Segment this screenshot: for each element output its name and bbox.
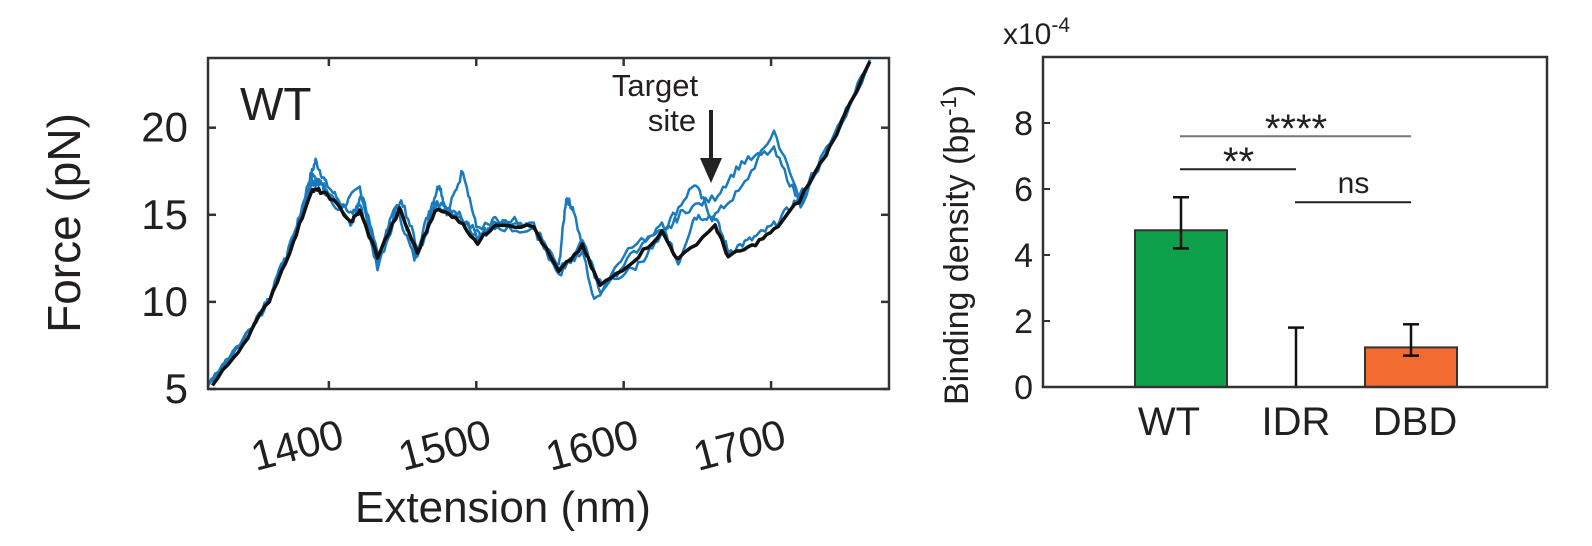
- y-tick-label: 4: [1014, 237, 1033, 275]
- series-average: [210, 60, 872, 387]
- y-tick-label: 6: [1014, 171, 1033, 209]
- panel-label: WT: [240, 78, 312, 130]
- significance-label: ns: [1338, 167, 1370, 200]
- x-tick-label: 1400: [246, 410, 348, 480]
- traces: [206, 59, 872, 387]
- bar-wt: [1134, 229, 1228, 388]
- y-tick-label: 15: [141, 191, 188, 238]
- annotation-line2: site: [648, 103, 696, 138]
- series-trace-2: [207, 59, 871, 383]
- x-axis-label: Extension (nm): [355, 483, 651, 532]
- significance-label: ****: [1265, 107, 1327, 151]
- axis-ticks: 0 2 4 6 8: [1014, 105, 1050, 407]
- plot-frame: [1041, 55, 1549, 389]
- y-axis-label: Binding density (bp-1): [936, 85, 976, 405]
- significance-label: **: [1223, 140, 1254, 184]
- bars: WT IDR DBD ****** ns: [1134, 107, 1458, 444]
- x-tick-label: 1600: [541, 410, 643, 480]
- force-extension-plot: 1400 1500 1600 1700 5 10 15 20 WT Target site E…: [38, 56, 891, 532]
- y-tick-label: 20: [141, 104, 188, 151]
- scale-label: x10-4: [1003, 14, 1070, 51]
- x-tick-label: 1500: [393, 410, 495, 480]
- y-tick-label: 5: [165, 365, 188, 412]
- series-trace-3: [206, 62, 871, 387]
- y-tick-label: 10: [141, 278, 188, 325]
- category-label: WT: [1138, 400, 1200, 444]
- y-axis-label: Force (pN): [38, 113, 90, 333]
- y-tick-label: 8: [1014, 105, 1033, 143]
- arrow-icon: [700, 110, 722, 183]
- y-tick-label: 0: [1014, 369, 1033, 407]
- plot-frame: [206, 56, 891, 391]
- annotation-line1: Target: [612, 68, 699, 103]
- category-label: DBD: [1373, 400, 1457, 444]
- x-tick-label: 1700: [688, 410, 790, 480]
- y-tick-label: 2: [1014, 303, 1033, 341]
- category-label: IDR: [1262, 400, 1331, 444]
- binding-density-bar-chart: WT IDR DBD ****** ns 0 2 4 6 8 x10-4 Binding den…: [936, 14, 1549, 444]
